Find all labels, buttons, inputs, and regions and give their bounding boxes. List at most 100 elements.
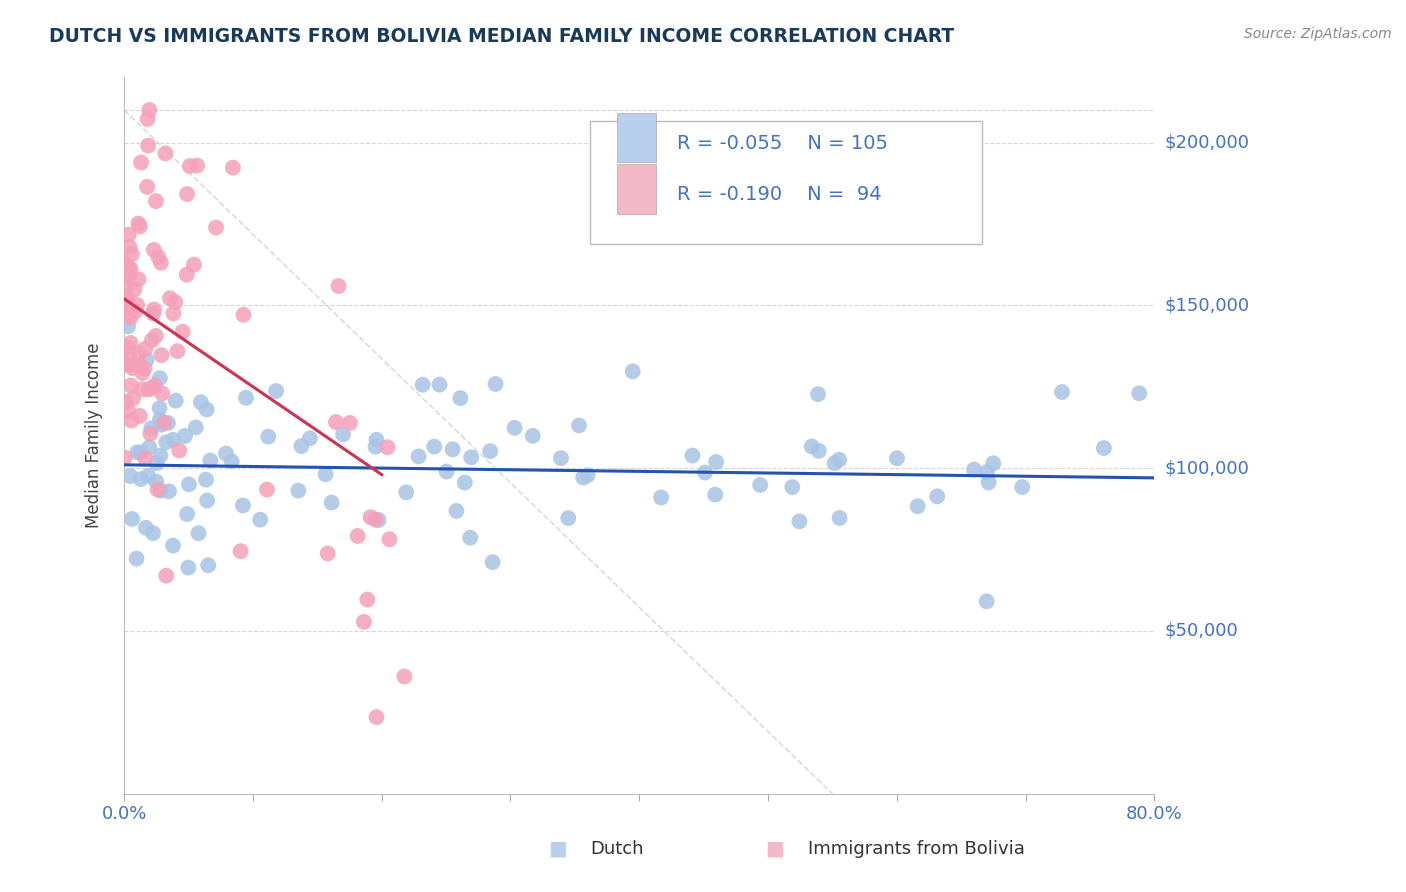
Point — [364, 513, 387, 527]
Point — [128, 358, 150, 372]
Point — [142, 526, 165, 541]
Point — [128, 409, 150, 423]
Point — [150, 386, 173, 401]
Point — [149, 256, 172, 270]
Point — [124, 283, 146, 297]
Point — [138, 103, 160, 117]
Point — [693, 466, 716, 480]
Point — [128, 346, 150, 360]
Point — [131, 366, 153, 380]
Point — [138, 383, 160, 397]
Text: Immigrants from Bolivia: Immigrants from Bolivia — [808, 840, 1025, 858]
Point — [557, 511, 579, 525]
Point — [328, 279, 350, 293]
Point — [1128, 386, 1150, 401]
Text: $200,000: $200,000 — [1164, 134, 1250, 152]
Point — [155, 568, 177, 582]
Point — [135, 352, 157, 367]
Text: ▪: ▪ — [547, 834, 568, 863]
Text: DUTCH VS IMMIGRANTS FROM BOLIVIA MEDIAN FAMILY INCOME CORRELATION CHART: DUTCH VS IMMIGRANTS FROM BOLIVIA MEDIAN … — [49, 27, 955, 45]
Point — [114, 355, 136, 369]
Point — [194, 473, 217, 487]
Point — [290, 439, 312, 453]
Point — [332, 427, 354, 442]
Point — [120, 335, 142, 350]
Point — [221, 454, 243, 468]
Point — [187, 526, 209, 541]
Point — [184, 420, 207, 434]
Point — [167, 443, 190, 458]
Point — [704, 455, 727, 469]
Point — [429, 377, 451, 392]
Point — [458, 531, 481, 545]
Point — [155, 435, 177, 450]
Point — [145, 329, 167, 343]
Point — [165, 295, 187, 310]
Point — [395, 485, 418, 500]
Point — [366, 433, 388, 447]
Point — [503, 421, 526, 435]
Point — [325, 415, 347, 429]
Point — [1050, 385, 1073, 400]
Point — [197, 558, 219, 573]
Text: R = -0.190    N =  94: R = -0.190 N = 94 — [678, 185, 882, 203]
Point — [146, 483, 169, 497]
Point — [120, 378, 142, 392]
Point — [257, 430, 280, 444]
Point — [117, 260, 139, 275]
Point — [136, 112, 159, 126]
Point — [142, 306, 165, 320]
Point — [143, 302, 166, 317]
Point — [149, 371, 172, 385]
Point — [117, 298, 139, 312]
Point — [134, 342, 156, 356]
Point — [287, 483, 309, 498]
Point — [177, 477, 200, 491]
Point — [117, 319, 139, 334]
Point — [232, 499, 254, 513]
Point — [176, 187, 198, 202]
Point — [118, 347, 141, 361]
Point — [128, 219, 150, 234]
Point — [155, 146, 177, 161]
Point — [200, 453, 222, 467]
Point — [195, 402, 218, 417]
Point — [127, 217, 149, 231]
Point — [229, 544, 252, 558]
Point — [136, 138, 159, 153]
Point — [114, 395, 136, 409]
Point — [136, 180, 159, 194]
Point — [129, 472, 152, 486]
Point — [128, 272, 150, 286]
Point — [232, 308, 254, 322]
Point — [441, 442, 464, 457]
Point — [568, 418, 591, 433]
Point — [166, 344, 188, 359]
Point — [907, 499, 929, 513]
Text: ▪: ▪ — [765, 834, 786, 863]
Point — [782, 480, 804, 494]
Point — [484, 376, 506, 391]
Point — [117, 404, 139, 418]
Point — [176, 268, 198, 282]
Point — [121, 512, 143, 526]
Point — [378, 532, 401, 546]
Point — [353, 615, 375, 629]
Point — [976, 465, 998, 479]
Point — [114, 289, 136, 303]
Point — [789, 514, 811, 528]
Point — [121, 361, 143, 376]
Text: $50,000: $50,000 — [1164, 622, 1239, 640]
Point — [321, 495, 343, 509]
Point — [118, 358, 141, 372]
Point — [235, 391, 257, 405]
Point — [1011, 480, 1033, 494]
Point — [316, 546, 339, 560]
Text: R = -0.055    N = 105: R = -0.055 N = 105 — [678, 134, 889, 153]
Point — [976, 594, 998, 608]
Point — [454, 475, 477, 490]
Point — [114, 257, 136, 271]
Point — [135, 521, 157, 535]
Point — [149, 412, 172, 426]
Point — [162, 306, 184, 320]
